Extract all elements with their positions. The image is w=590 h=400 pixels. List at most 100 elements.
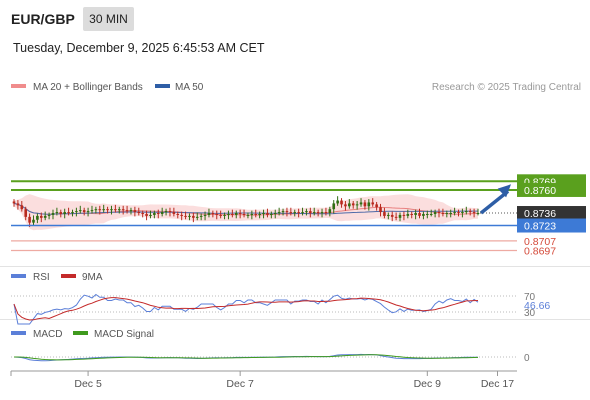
candle-body [28, 216, 31, 223]
candle-body [184, 215, 187, 217]
legend-swatch-rsi-ma [61, 274, 76, 278]
current-price-label: 0.8736 [524, 208, 556, 220]
candle-body [207, 213, 211, 215]
rsi-line [13, 293, 479, 325]
ma50-line [13, 202, 478, 215]
candle-body [153, 213, 156, 215]
candle-body [156, 213, 160, 215]
candle-body [98, 209, 102, 211]
instrument-title: EUR/GBP [11, 11, 75, 27]
legend-swatch-macd-signal [73, 331, 88, 335]
forecast-arrow-shaft [479, 189, 510, 215]
candle-body [188, 215, 191, 217]
candle-body [441, 213, 445, 215]
candle-body [75, 211, 78, 213]
current-price-box [517, 206, 586, 221]
candle-body [43, 215, 47, 218]
legend-label-macd-signal: MACD Signal [94, 329, 154, 340]
rsi-tick-label: 70 [524, 292, 536, 303]
candle-body [51, 213, 55, 215]
candle-body [238, 213, 242, 215]
candle-body [398, 214, 402, 218]
x-tick-label: Dec 17 [481, 378, 514, 390]
candle-body [293, 212, 297, 214]
candle-body [250, 213, 254, 215]
candle-body [137, 212, 141, 214]
candle-body [383, 212, 386, 216]
legend-label-rsi: RSI [33, 272, 50, 283]
candle-body [429, 213, 433, 215]
candle-body [273, 213, 277, 215]
panel-divider [0, 319, 590, 320]
x-tick-label: Dec 9 [414, 378, 442, 390]
candle-body [433, 212, 437, 214]
resistance-label: 0.8760 [524, 185, 556, 197]
candle-body [102, 209, 105, 211]
candle-body [172, 212, 176, 214]
target-level-label: 0.8697 [524, 246, 556, 258]
candle-body [457, 212, 460, 214]
candle-body [422, 213, 425, 216]
candle-body [301, 212, 304, 214]
candle-body [270, 213, 273, 215]
candle-body [258, 213, 261, 215]
candle-body [410, 213, 414, 215]
candle-body [254, 213, 258, 215]
support-label: 0.8723 [524, 221, 556, 233]
candle-body [234, 213, 238, 215]
candle-body [12, 201, 16, 204]
candle-body [149, 214, 152, 216]
chart-header: EUR/GBP 30 MIN [0, 0, 590, 36]
candle-body [312, 212, 316, 214]
chart-credit: Research © 2025 Trading Central [432, 82, 581, 93]
candle-body [78, 210, 82, 212]
legend-label-ma50: MA 50 [175, 82, 204, 93]
candle-body [281, 211, 285, 213]
resistance-label-box [517, 182, 586, 197]
candle-body [203, 214, 207, 216]
x-tick-label: Dec 5 [74, 378, 102, 390]
candle-body [16, 203, 20, 206]
rsi-ma-line [13, 297, 479, 321]
candle-body [246, 214, 250, 216]
candle-body [176, 213, 180, 215]
macd-zero-label: 0 [524, 353, 530, 364]
candle-body [71, 212, 74, 214]
support-label-box [517, 218, 586, 233]
rsi-tick-label: 30 [524, 308, 536, 319]
candle-body [472, 212, 476, 214]
candle-body [375, 204, 378, 208]
candle-body [445, 213, 449, 215]
candle-body [476, 213, 480, 215]
candle-body [59, 212, 63, 214]
candle-body [379, 207, 382, 213]
candle-body [402, 214, 406, 216]
candle-body [394, 216, 398, 218]
candle-body [242, 213, 246, 215]
candle-body [86, 211, 90, 213]
candle-body [211, 213, 215, 215]
macd-signal-line [14, 354, 479, 361]
candle-body [355, 204, 359, 206]
candle-body [110, 209, 113, 211]
legend-swatch-rsi [11, 274, 26, 278]
candle-body [309, 211, 312, 214]
candle-body [351, 203, 355, 206]
candle-body [344, 204, 347, 207]
candle-body [297, 212, 300, 214]
candle-body [180, 214, 183, 216]
candle-body [117, 209, 121, 211]
candle-body [63, 212, 66, 214]
candle-body [316, 212, 320, 214]
legend-swatch-ma20 [11, 84, 26, 88]
candle-body [340, 200, 343, 205]
candle-body [192, 215, 195, 218]
candle-body [320, 212, 324, 214]
candle-body [106, 209, 109, 211]
timeframe-badge[interactable]: 30 MIN [83, 7, 134, 31]
candle-body [277, 212, 281, 214]
forecast-arrow-head [497, 184, 511, 198]
candle-body [94, 209, 98, 211]
target-level-label: 0.8707 [524, 236, 556, 248]
legend-label-rsi-ma: 9MA [82, 272, 103, 283]
